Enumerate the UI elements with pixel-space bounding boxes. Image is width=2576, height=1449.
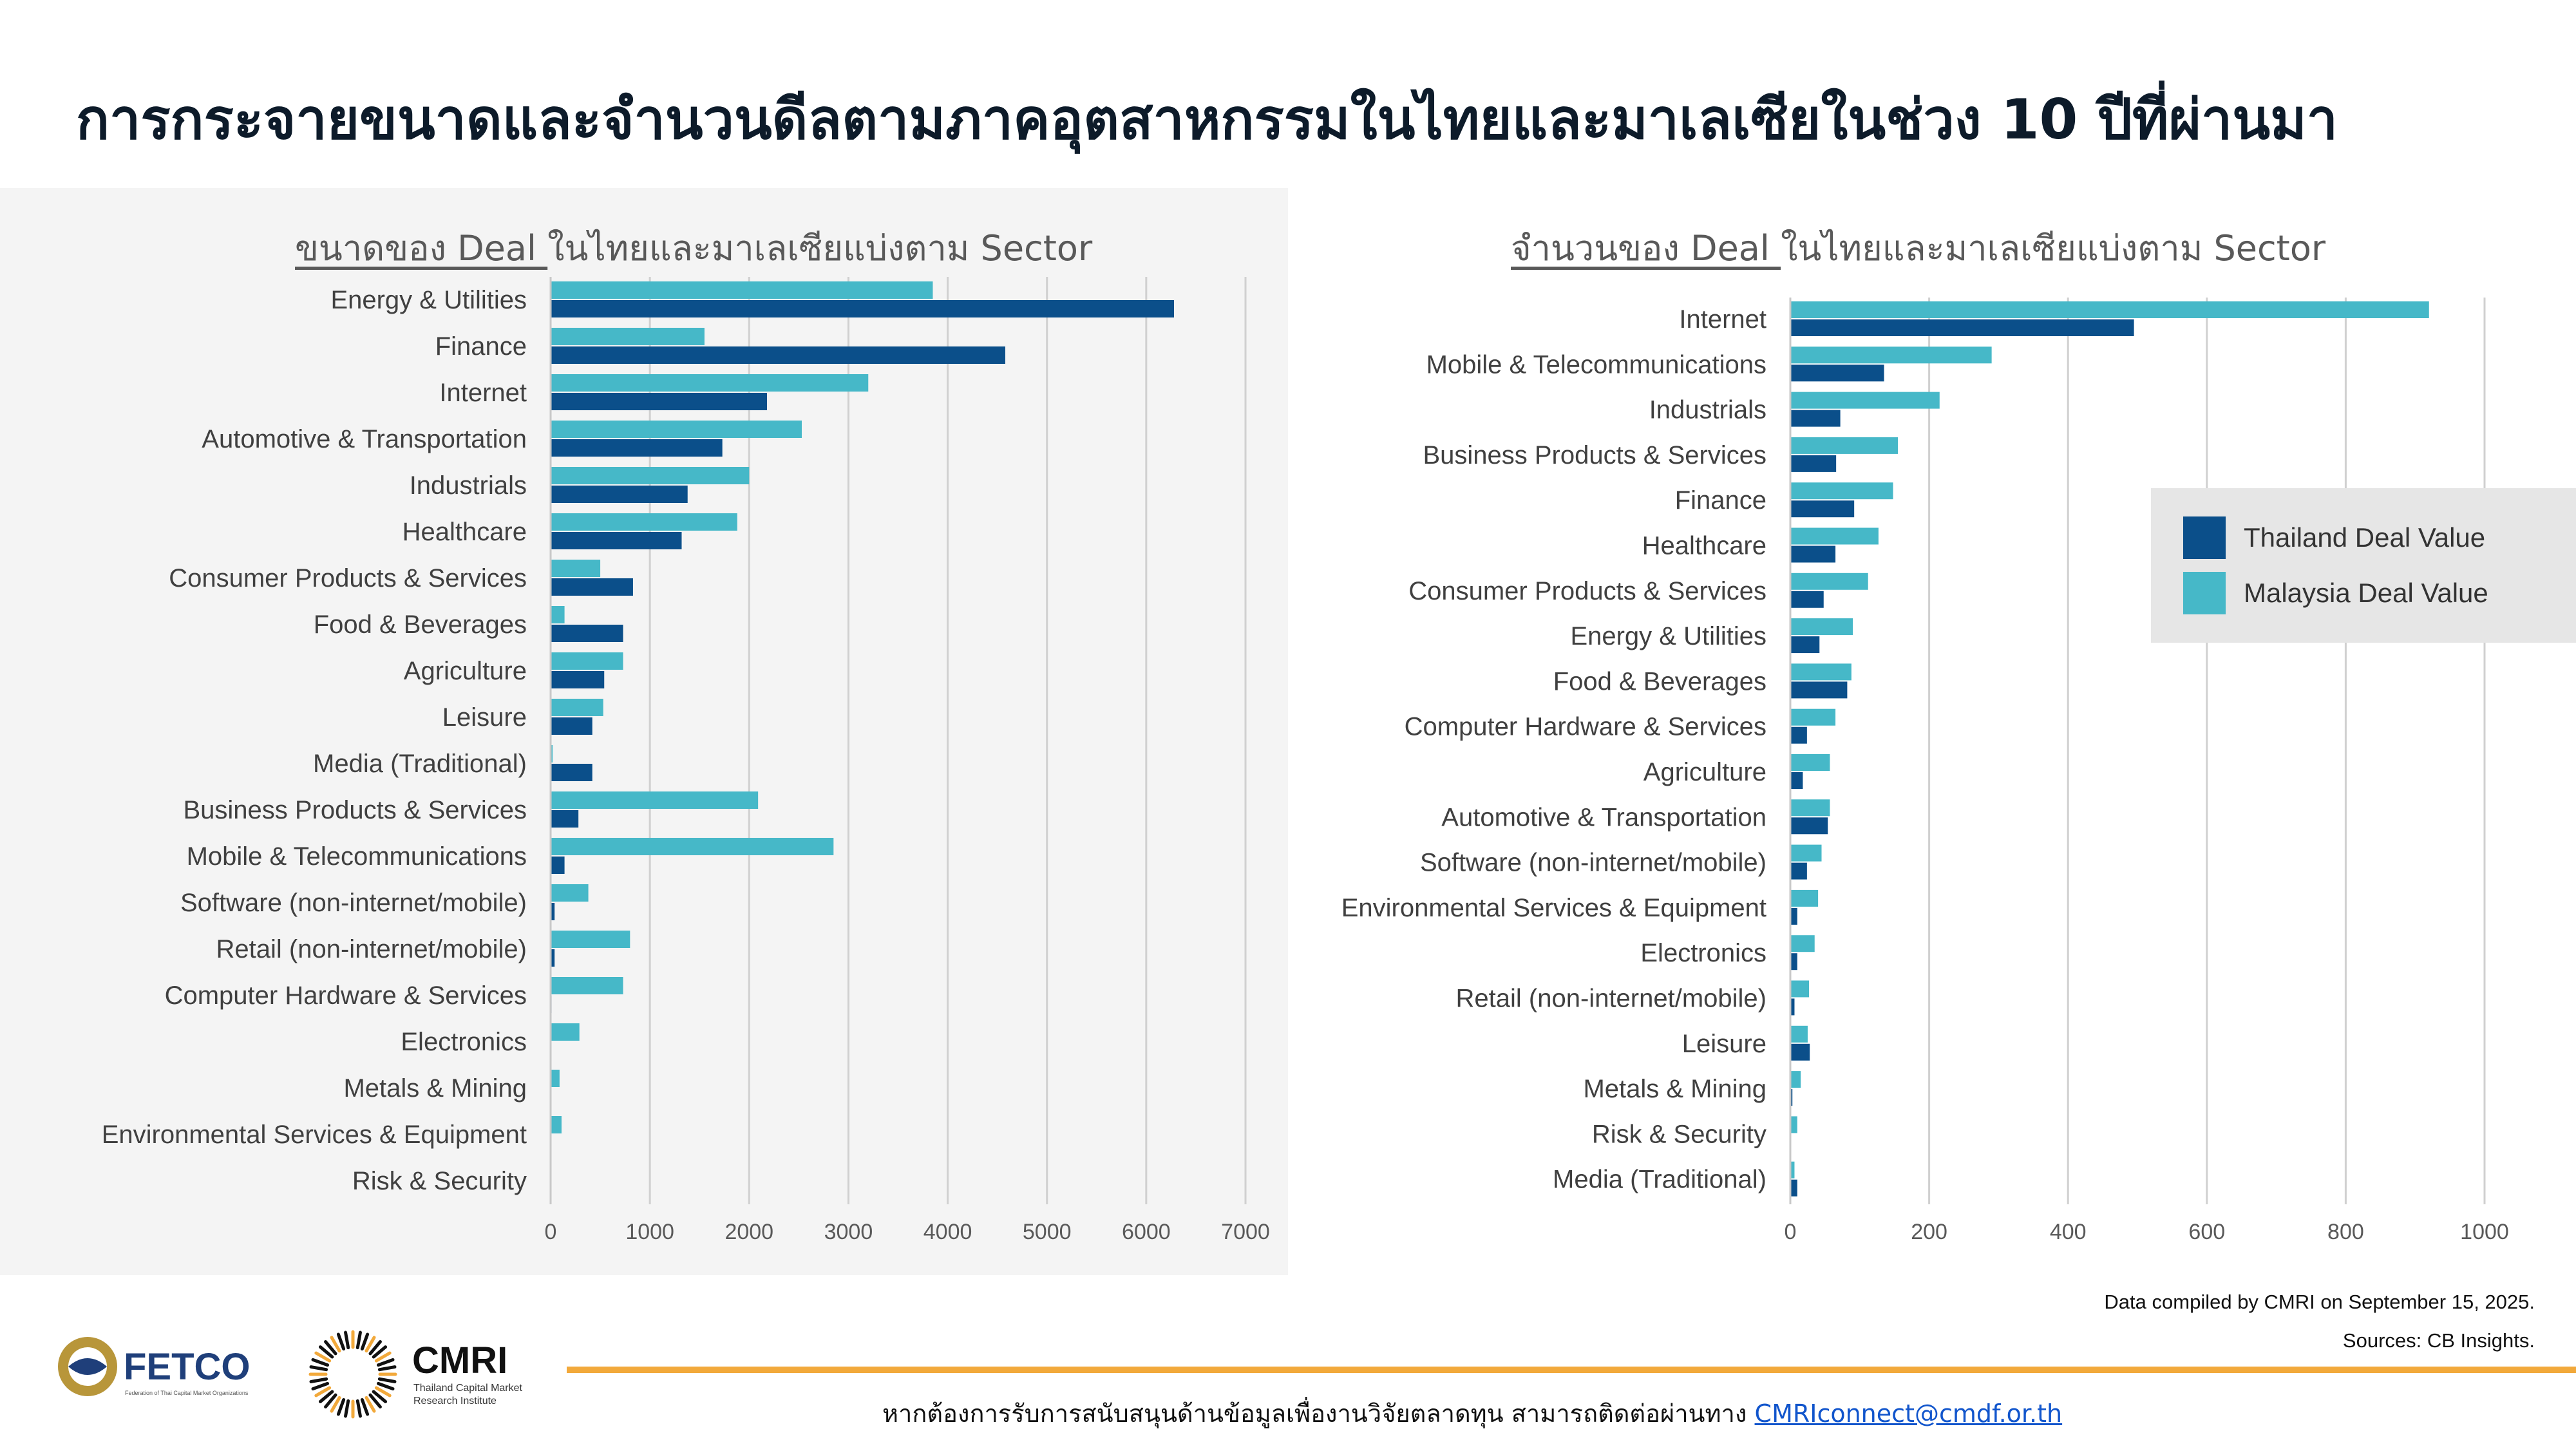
size-bar-thailand-7: [551, 625, 623, 642]
fetco-logo: FETCO Federation of Thai Capital Market …: [58, 1337, 251, 1396]
size-x-tick-0: 0: [545, 1220, 557, 1244]
legend-swatch-thailand: [2183, 516, 2226, 559]
legend-item-thailand: Thailand Deal Value: [2183, 516, 2485, 559]
size-category-label-11: Business Products & Services: [183, 796, 527, 824]
right-chart-title-underlined: จำนวนของ Deal: [1511, 228, 1781, 269]
size-bar-thailand-2: [551, 393, 768, 410]
size-category-label-6: Consumer Products & Services: [169, 564, 527, 592]
fetco-logo-subtext: Federation of Thai Capital Market Organi…: [125, 1390, 249, 1396]
size-bar-thailand-5: [551, 532, 682, 549]
size-bar-malaysia-18: [551, 1116, 562, 1133]
sources-note: Sources: CB Insights.: [2342, 1329, 2535, 1352]
footer-divider: [567, 1367, 2576, 1373]
size-category-label-17: Metals & Mining: [343, 1074, 527, 1103]
size-x-tick-4: 4000: [923, 1220, 972, 1244]
size-category-label-8: Agriculture: [404, 657, 527, 685]
size-bar-thailand-0: [551, 300, 1175, 317]
legend-swatch-malaysia: [2183, 572, 2226, 614]
legend-label-thailand: Thailand Deal Value: [2244, 522, 2486, 553]
size-x-tick-6: 6000: [1122, 1220, 1171, 1244]
right-chart-title-rest: ในไทยและมาเลเซียแบ่งตาม Sector: [1781, 228, 2326, 269]
size-x-tick-1: 1000: [625, 1220, 674, 1244]
right-chart-title: จำนวนของ Deal ในไทยและมาเลเซียแบ่งตาม Se…: [1511, 220, 2325, 276]
size-x-tick-2: 2000: [724, 1220, 773, 1244]
size-category-label-2: Internet: [439, 379, 527, 407]
size-bar-thailand-6: [551, 578, 633, 596]
size-bar-malaysia-0: [551, 281, 933, 299]
size-bar-malaysia-12: [551, 838, 834, 855]
cmri-logo: CMRI Thailand Capital Market Research In…: [308, 1330, 523, 1419]
size-bar-thailand-1: [551, 346, 1005, 364]
size-category-label-0: Energy & Utilities: [330, 286, 527, 314]
data-compiled-note: Data compiled by CMRI on September 15, 2…: [2104, 1291, 2535, 1313]
left-chart-title-rest: ในไทยและมาเลเซียแบ่งตาม Sector: [547, 228, 1093, 269]
size-bar-malaysia-13: [551, 884, 589, 902]
size-bar-malaysia-10: [551, 745, 553, 762]
size-bar-malaysia-6: [551, 560, 601, 577]
size-bar-thailand-3: [551, 439, 723, 457]
size-bar-malaysia-4: [551, 467, 750, 484]
size-category-label-5: Healthcare: [402, 518, 527, 546]
page-title: การกระจายขนาดและจำนวนดีลตามภาคอุตสาหกรรม…: [76, 88, 2338, 152]
size-bar-thailand-8: [551, 671, 605, 688]
size-bar-malaysia-2: [551, 374, 869, 392]
legend-label-malaysia: Malaysia Deal Value: [2244, 578, 2488, 608]
contact-email-link[interactable]: CMRIconnect@cmdf.or.th: [1754, 1399, 2063, 1428]
size-category-label-18: Environmental Services & Equipment: [102, 1121, 527, 1149]
size-category-label-10: Media (Traditional): [313, 750, 527, 778]
size-x-tick-5: 5000: [1023, 1220, 1072, 1244]
size-category-label-14: Retail (non-internet/mobile): [216, 935, 527, 963]
size-category-label-7: Food & Beverages: [314, 611, 527, 639]
size-category-label-15: Computer Hardware & Services: [165, 981, 527, 1010]
cmri-logo-subtext-2: Research Institute: [413, 1396, 497, 1406]
size-category-label-12: Mobile & Telecommunications: [187, 842, 527, 871]
size-bar-malaysia-8: [551, 652, 623, 670]
size-bar-malaysia-16: [551, 1023, 580, 1041]
size-x-tick-7: 7000: [1221, 1220, 1270, 1244]
left-chart-title: ขนาดของ Deal ในไทยและมาเลเซียแบ่งตาม Sec…: [295, 220, 1092, 276]
chart-legend: Thailand Deal Value Malaysia Deal Value: [2151, 488, 2576, 643]
size-category-label-16: Electronics: [401, 1028, 527, 1056]
size-bar-malaysia-15: [551, 977, 623, 994]
size-category-label-3: Automotive & Transportation: [202, 425, 527, 453]
cmri-logo-mark: [308, 1330, 397, 1419]
size-category-label-9: Leisure: [442, 703, 527, 732]
size-bar-thailand-9: [551, 717, 592, 735]
size-category-label-13: Software (non-internet/mobile): [180, 889, 527, 917]
size-bar-malaysia-3: [551, 421, 802, 438]
size-bar-thailand-11: [551, 810, 579, 828]
size-category-label-1: Finance: [435, 332, 527, 361]
size-bar-thailand-4: [551, 486, 688, 503]
size-bar-malaysia-11: [551, 791, 759, 809]
fetco-logo-text: FETCO: [124, 1346, 251, 1388]
cmri-logo-text: CMRI: [412, 1340, 507, 1381]
contact-text: หากต้องการรับการสนับสนุนด้านข้อมูลเพื่อง…: [882, 1399, 1755, 1428]
cmri-logo-subtext-1: Thailand Capital Market: [413, 1383, 523, 1394]
left-chart-title-underlined: ขนาดของ Deal: [295, 228, 548, 269]
size-bar-malaysia-1: [551, 328, 705, 345]
size-category-label-4: Industrials: [410, 471, 527, 500]
contact-line: หากต้องการรับการสนับสนุนด้านข้อมูลเพื่อง…: [882, 1394, 2062, 1433]
size-bar-malaysia-7: [551, 606, 565, 623]
size-bar-malaysia-9: [551, 699, 603, 716]
size-bar-thailand-12: [551, 857, 565, 874]
size-bar-malaysia-14: [551, 931, 630, 948]
size-bar-thailand-13: [551, 903, 555, 920]
size-bar-malaysia-5: [551, 513, 737, 531]
legend-item-malaysia: Malaysia Deal Value: [2183, 572, 2488, 614]
size-bar-thailand-14: [551, 949, 555, 967]
size-bar-malaysia-17: [551, 1070, 560, 1087]
size-bar-thailand-10: [551, 764, 592, 781]
size-category-label-19: Risk & Security: [352, 1167, 527, 1195]
left-chart-panel: [0, 188, 1288, 1275]
size-x-tick-3: 3000: [824, 1220, 873, 1244]
